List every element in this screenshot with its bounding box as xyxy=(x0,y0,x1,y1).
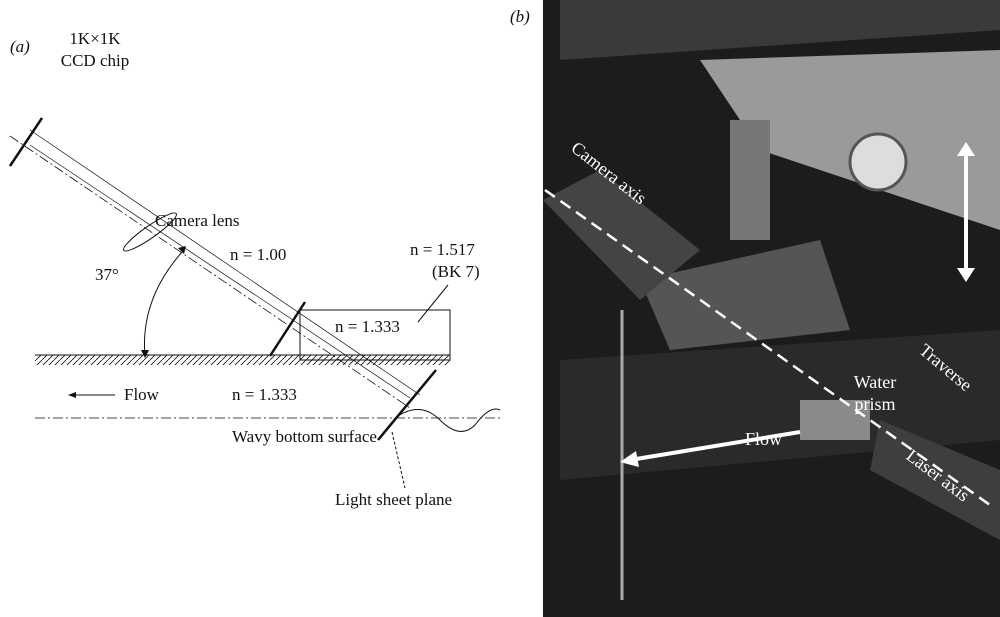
label: Water xyxy=(854,372,897,392)
label: Flow xyxy=(745,429,782,449)
optical-axis xyxy=(9,135,411,409)
ccd-chip xyxy=(8,117,44,167)
label: n = 1.517 xyxy=(410,240,475,259)
label: n = 1.00 xyxy=(230,245,286,264)
wavy-surface xyxy=(394,408,501,432)
camera-lens xyxy=(123,212,177,252)
label: 1K×1K xyxy=(69,29,121,48)
label: Wavy bottom surface xyxy=(232,427,377,446)
arrowheads xyxy=(141,246,186,358)
schematic xyxy=(8,117,501,489)
label: n = 1.333 xyxy=(232,385,297,404)
label: Camera lens xyxy=(155,211,240,230)
panel-label: (a) xyxy=(10,37,30,56)
photo xyxy=(543,0,1000,617)
arrowhead xyxy=(68,392,76,398)
label: (BK 7) xyxy=(432,262,480,281)
wall xyxy=(35,355,450,365)
label: 37° xyxy=(95,265,119,284)
panel-label: (b) xyxy=(510,7,530,26)
leader xyxy=(391,431,406,489)
label: prism xyxy=(854,394,895,414)
angle-arc xyxy=(143,251,183,357)
light-sheet xyxy=(377,369,437,441)
label: n = 1.333 xyxy=(335,317,400,336)
leader xyxy=(417,284,449,323)
label: Light sheet plane xyxy=(335,490,452,509)
label: CCD chip xyxy=(61,51,129,70)
image-plane xyxy=(268,301,307,357)
label: Flow xyxy=(124,385,160,404)
